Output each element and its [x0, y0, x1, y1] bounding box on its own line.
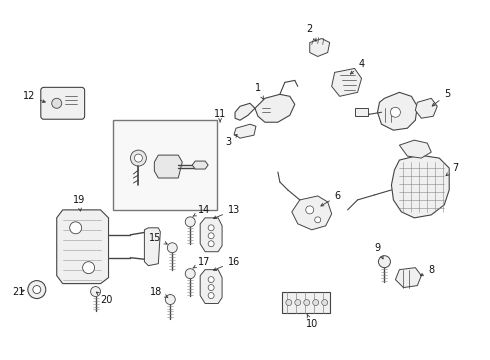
Polygon shape: [332, 68, 362, 96]
Circle shape: [185, 217, 195, 227]
Circle shape: [295, 300, 301, 306]
Circle shape: [130, 150, 147, 166]
Polygon shape: [255, 94, 295, 122]
Circle shape: [313, 300, 318, 306]
Text: 10: 10: [306, 314, 318, 329]
Text: 7: 7: [446, 163, 458, 176]
Text: 17: 17: [193, 257, 210, 268]
Circle shape: [165, 294, 175, 305]
Text: 1: 1: [255, 84, 263, 99]
Circle shape: [185, 269, 195, 279]
Text: 8: 8: [420, 265, 434, 276]
Circle shape: [208, 241, 214, 247]
Circle shape: [306, 206, 314, 214]
Polygon shape: [145, 228, 160, 266]
Text: 18: 18: [150, 287, 168, 297]
Polygon shape: [392, 155, 449, 218]
Circle shape: [52, 98, 62, 108]
Polygon shape: [200, 270, 222, 303]
Circle shape: [208, 285, 214, 291]
Text: 14: 14: [193, 205, 210, 216]
Circle shape: [208, 233, 214, 239]
Circle shape: [208, 225, 214, 231]
Text: 11: 11: [214, 109, 226, 122]
Text: 12: 12: [23, 91, 45, 103]
Polygon shape: [377, 92, 417, 130]
Polygon shape: [416, 98, 437, 118]
Circle shape: [28, 280, 46, 298]
Polygon shape: [282, 292, 330, 314]
Polygon shape: [292, 196, 332, 230]
Circle shape: [208, 293, 214, 298]
Circle shape: [134, 154, 143, 162]
Circle shape: [322, 300, 328, 306]
Polygon shape: [57, 210, 108, 284]
Polygon shape: [310, 39, 330, 57]
Circle shape: [208, 276, 214, 283]
Polygon shape: [355, 108, 368, 116]
Circle shape: [315, 217, 321, 223]
Circle shape: [70, 222, 82, 234]
Circle shape: [83, 262, 95, 274]
Polygon shape: [399, 140, 431, 158]
Text: 4: 4: [350, 59, 365, 74]
Circle shape: [91, 287, 100, 297]
Polygon shape: [154, 155, 182, 178]
FancyBboxPatch shape: [41, 87, 85, 119]
Text: 9: 9: [374, 243, 383, 259]
Circle shape: [167, 243, 177, 253]
Circle shape: [391, 107, 400, 117]
Text: 6: 6: [321, 191, 341, 206]
Text: 5: 5: [432, 89, 450, 106]
Circle shape: [304, 300, 310, 306]
Polygon shape: [234, 124, 256, 138]
Circle shape: [378, 256, 391, 268]
Text: 21: 21: [13, 287, 25, 297]
Circle shape: [286, 300, 292, 306]
Circle shape: [33, 285, 41, 293]
Text: 3: 3: [225, 135, 237, 147]
Bar: [113, 120, 217, 210]
Polygon shape: [192, 161, 208, 169]
Text: 15: 15: [149, 233, 167, 244]
Text: 19: 19: [73, 195, 85, 211]
Text: 13: 13: [214, 205, 240, 219]
Polygon shape: [395, 268, 421, 288]
Text: 2: 2: [307, 24, 316, 41]
Polygon shape: [200, 218, 222, 252]
Polygon shape: [235, 103, 255, 120]
Text: 16: 16: [214, 257, 240, 270]
Text: 20: 20: [97, 292, 113, 305]
